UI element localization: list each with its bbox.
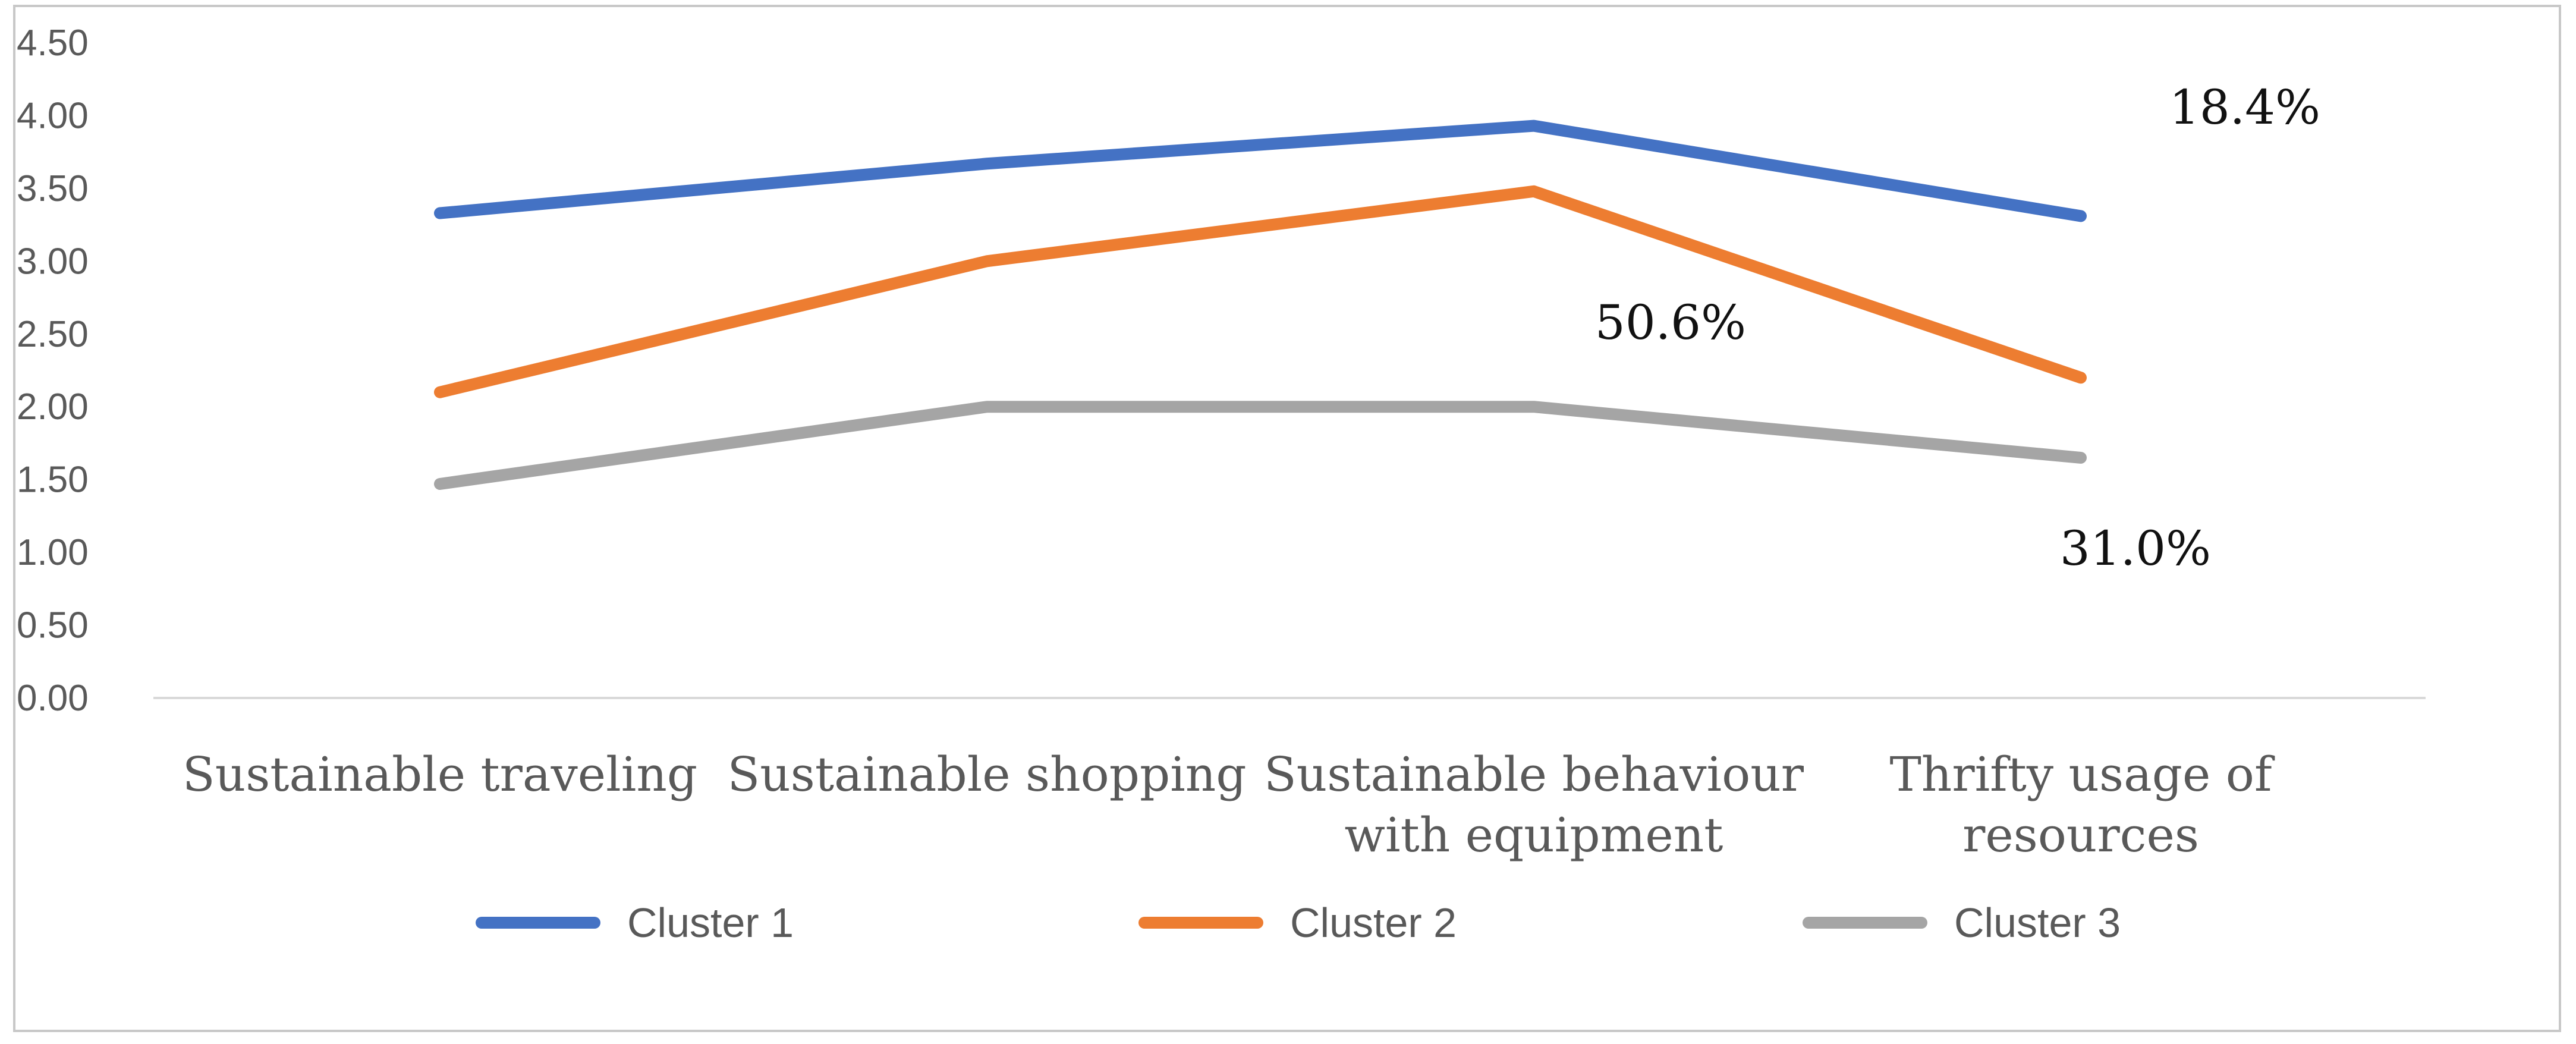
y-tick-label: 4.00 (17, 95, 89, 136)
x-tick-label: Thrifty usage of resources (1889, 747, 2275, 863)
x-tick-label-line: resources (1962, 807, 2199, 863)
cluster-share-label: 31.0% (2060, 521, 2211, 576)
data-point (2080, 457, 2081, 458)
x-tick-label: Sustainable behaviour with equipment (1264, 747, 1804, 863)
legend-label: Cluster 1 (627, 900, 794, 946)
x-axis: Sustainable traveling Sustainable shoppin… (153, 697, 2426, 863)
legend-label: Cluster 3 (1954, 900, 2121, 946)
x-tick-label-line: Sustainable shopping (727, 747, 1246, 802)
y-tick-label: 1.50 (17, 460, 89, 501)
data-point (439, 483, 441, 485)
y-axis: 0.00 0.50 1.00 1.50 2.00 2.50 3.00 3.50 4.00 4.50 (17, 23, 89, 719)
x-tick-label-line: with equipment (1345, 807, 1723, 863)
x-tick-label: Sustainable traveling (183, 747, 697, 802)
y-tick-label: 0.50 (17, 605, 89, 646)
x-tick-label: Sustainable shopping (727, 747, 1246, 802)
y-tick-label: 1.00 (17, 532, 89, 573)
y-tick-label: 4.50 (17, 23, 89, 64)
data-point (986, 163, 987, 164)
y-tick-label: 2.50 (17, 314, 89, 355)
x-tick-label-line: Sustainable traveling (183, 747, 697, 802)
y-tick-label: 3.00 (17, 241, 89, 282)
legend-label: Cluster 2 (1290, 900, 1457, 946)
data-point (1533, 125, 1534, 127)
data-point (2080, 215, 2081, 216)
y-tick-label: 3.50 (17, 168, 89, 209)
chart-frame (13, 5, 2561, 1032)
y-tick-label: 0.00 (17, 678, 89, 719)
cluster-share-label: 50.6% (1595, 295, 1746, 350)
series-line-cluster-2 (434, 185, 2087, 398)
y-tick-label: 2.00 (17, 386, 89, 427)
data-point (2080, 377, 2081, 378)
series-line-cluster-1 (434, 120, 2087, 222)
annotation-layer: 18.4% 50.6% 31.0% (1595, 80, 2320, 576)
data-point (986, 406, 987, 407)
cluster-share-label: 18.4% (2169, 80, 2320, 135)
legend: Cluster 1 Cluster 2 Cluster 3 (476, 900, 2121, 946)
series-layer (434, 120, 2087, 490)
data-point (439, 392, 441, 393)
data-point (1533, 191, 1534, 192)
x-tick-label-line: Thrifty usage of (1889, 747, 2275, 802)
data-point (986, 260, 987, 262)
data-point (439, 213, 441, 214)
data-point (1533, 406, 1534, 407)
series-line-cluster-3 (434, 401, 2087, 490)
x-tick-label-line: Sustainable behaviour (1264, 747, 1804, 802)
